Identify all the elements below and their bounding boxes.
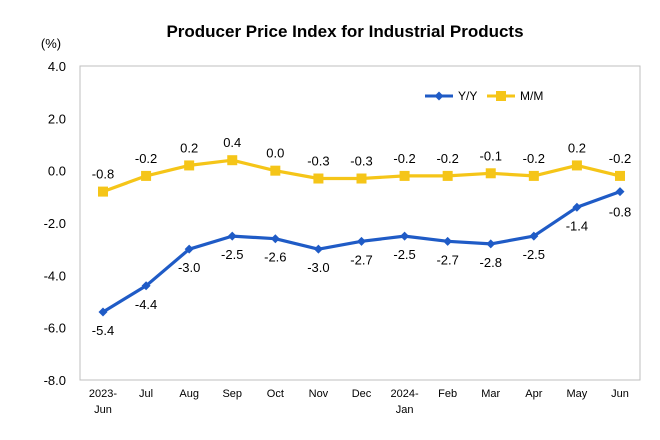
data-point-mm <box>184 160 195 171</box>
data-label-yy: -2.5 <box>221 247 243 262</box>
data-label-yy: -0.8 <box>609 205 631 220</box>
legend-label-yy: Y/Y <box>458 89 477 103</box>
x-tick-label: Sep <box>222 388 242 400</box>
data-label-yy: -2.7 <box>436 252 458 267</box>
data-label-mm: 0.2 <box>180 140 198 155</box>
y-tick-label: 2.0 <box>48 111 66 126</box>
data-label-mm: -0.8 <box>92 167 114 182</box>
y-tick-label: -2.0 <box>44 216 66 231</box>
data-label-mm: 0.4 <box>223 135 241 150</box>
data-label-mm: -0.2 <box>523 151 545 166</box>
unit-label: (%) <box>41 36 61 51</box>
data-point-yy <box>141 281 151 291</box>
data-label-mm: -0.2 <box>393 151 415 166</box>
data-point-yy <box>98 307 108 317</box>
data-point-yy <box>486 239 496 249</box>
data-point-yy <box>313 244 323 254</box>
data-point-yy <box>357 236 366 246</box>
data-point-yy <box>615 187 625 197</box>
y-tick-label: -4.0 <box>44 268 66 283</box>
x-tick-label: Dec <box>352 388 372 400</box>
data-point-mm <box>571 160 582 171</box>
x-tick-label: 2023- <box>89 388 117 400</box>
y-tick-label: 4.0 <box>48 59 66 74</box>
chart-title: Producer Price Index for Industrial Prod… <box>166 22 523 41</box>
data-label-mm: -0.2 <box>436 151 458 166</box>
y-tick-label: -6.0 <box>44 321 66 336</box>
data-point-yy <box>227 231 237 241</box>
data-point-mm <box>615 170 625 181</box>
data-label-yy: -3.0 <box>178 260 200 275</box>
plot-area-border <box>79 65 641 381</box>
data-label-yy: -4.4 <box>135 297 157 312</box>
x-tick-label-line2: Jan <box>396 404 414 416</box>
data-label-mm: -0.1 <box>480 148 502 163</box>
x-tick-label: Feb <box>438 388 457 400</box>
legend-label-mm: M/M <box>520 89 543 103</box>
x-tick-label: Apr <box>525 388 542 400</box>
x-tick-label-line2: Jun <box>94 404 112 416</box>
data-label-yy: -3.0 <box>307 260 329 275</box>
data-point-yy <box>270 234 280 244</box>
data-point-mm <box>270 165 281 176</box>
data-point-mm <box>485 168 496 179</box>
data-label-yy: -2.8 <box>480 255 502 270</box>
x-tick-label: 2024- <box>391 388 419 400</box>
data-label-mm: -0.3 <box>350 154 372 169</box>
y-tick-label: 0.0 <box>48 164 66 179</box>
data-label-mm: -0.3 <box>307 154 329 169</box>
y-axis: 4.0 2.0 0.0 -2.0 -4.0 -6.0 -8.0 <box>44 59 66 388</box>
data-point-yy <box>184 244 194 254</box>
data-point-mm <box>442 170 453 181</box>
data-point-yy <box>529 231 539 241</box>
x-tick-label: Oct <box>267 388 284 400</box>
data-point-mm <box>399 170 410 181</box>
x-tick-label: Mar <box>481 388 500 400</box>
data-label-mm: -0.2 <box>135 151 157 166</box>
x-tick-label: Nov <box>309 388 329 400</box>
data-label-yy: -2.5 <box>523 247 545 262</box>
legend-marker-yy <box>434 91 444 101</box>
data-label-yy: -5.4 <box>92 323 114 338</box>
data-label-mm: 0.2 <box>568 140 586 155</box>
y-tick-label: -8.0 <box>44 373 66 388</box>
data-point-mm <box>227 155 238 166</box>
data-point-mm <box>356 173 367 184</box>
legend: Y/Y M/M <box>425 89 543 103</box>
data-label-yy: -1.4 <box>566 218 588 233</box>
series-layer: -5.4 -4.4 -3.0 -2.5 -2.6 -3.0 -2.7 -2.5 -2.7 -2.8… <box>92 135 631 338</box>
data-point-mm <box>98 186 108 197</box>
legend-marker-mm <box>496 91 506 101</box>
x-axis: 2023- Jun Jul Aug Sep Oct Nov Dec 2024- Jan Feb Mar… <box>89 388 629 416</box>
data-label-mm: -0.2 <box>609 151 631 166</box>
data-label-yy: -2.7 <box>350 252 372 267</box>
x-tick-label: Aug <box>179 388 199 400</box>
data-point-yy <box>400 231 410 241</box>
data-point-mm <box>313 173 324 184</box>
data-point-yy <box>572 202 582 212</box>
data-point-mm <box>141 170 152 181</box>
data-point-mm <box>528 170 539 181</box>
x-tick-label: Jul <box>139 388 153 400</box>
data-point-yy <box>443 236 453 246</box>
x-tick-label: May <box>567 388 588 400</box>
data-label-yy: -2.6 <box>264 250 286 265</box>
data-label-yy: -2.5 <box>393 247 415 262</box>
x-tick-label: Jun <box>611 388 629 400</box>
data-label-mm: 0.0 <box>266 146 284 161</box>
